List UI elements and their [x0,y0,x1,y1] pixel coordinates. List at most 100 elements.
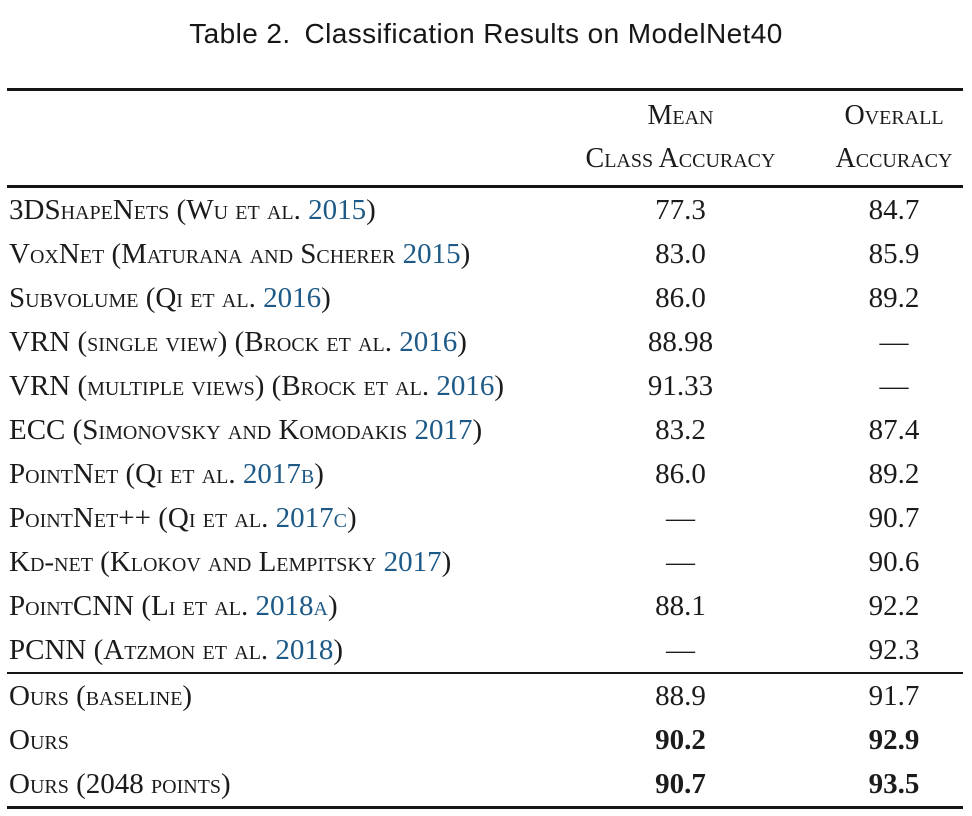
method-cell: PCNN (Atzmon et al. 2018) [7,628,536,673]
overall-accuracy-cell: 90.6 [868,545,920,578]
method-cell: VRN (multiple views) (Brock et al. 2016) [7,364,536,408]
mean-class-accuracy-cell: 88.1 [655,589,706,622]
method-name-suffix: ) [327,589,338,622]
citation-year-link[interactable]: 2018 [275,633,334,666]
overall-accuracy-cell: — [879,369,909,402]
method-name: Ours [9,723,69,756]
method-cell: PointCNN (Li et al. 2018a) [7,584,536,628]
col-header-method-empty [7,89,536,188]
paper-table-figure: Table 2. Classification Results on ModelN… [0,16,972,816]
table-row: Ours (2048 points) 90.7 93.5 [7,762,963,808]
method-name-suffix: ) [366,193,376,226]
table-row: VoxNet (Maturana and Scherer 2015) 83.0 … [7,232,963,276]
table-row: Subvolume (Qi et al. 2016) 86.0 89.2 [7,276,963,320]
method-cell: 3DShapeNets (Wu et al. 2015) [7,187,536,233]
method-name-suffix: ) [472,413,483,446]
table-row: PointNet++ (Qi et al. 2017c) — 90.7 [7,496,963,540]
method-name: PCNN (Atzmon et al. [9,633,276,666]
method-cell: VoxNet (Maturana and Scherer 2015) [7,232,536,276]
table-row: Ours 90.2 92.9 [7,718,963,762]
overall-accuracy-cell: 89.2 [868,457,920,490]
method-name: ECC (Simonovsky and Komodakis [9,413,415,446]
citation-year-link[interactable]: 2018a [255,589,328,622]
table-row: Ours (baseline) 88.9 91.7 [7,672,963,718]
table-caption-label: Table 2. [189,18,291,49]
citation-year-link[interactable]: 2017b [242,457,315,490]
table-row: VRN (multiple views) (Brock et al. 2016)… [7,364,963,408]
method-name: Ours (2048 points) [9,767,231,800]
citation-year-link[interactable]: 2016 [436,369,495,402]
table-body: 3DShapeNets (Wu et al. 2015) 77.3 84.7 V… [7,187,963,808]
method-cell: Subvolume (Qi et al. 2016) [7,276,536,320]
overall-accuracy-cell: 93.5 [868,767,920,800]
col-header-overall-accuracy: Overall Accuracy [825,89,963,188]
table-caption: Table 2. Classification Results on ModelN… [0,16,972,52]
table-row: PCNN (Atzmon et al. 2018) — 92.3 [7,628,963,673]
method-cell: PointNet (Qi et al. 2017b) [7,452,536,496]
overall-accuracy-cell: 92.3 [868,633,920,666]
table-row: 3DShapeNets (Wu et al. 2015) 77.3 84.7 [7,187,963,233]
mean-class-accuracy-cell: 83.0 [655,237,706,270]
method-name-suffix: ) [314,457,324,490]
method-cell: VRN (single view) (Brock et al. 2016) [7,320,536,364]
col-header-mean-class-accuracy: Mean Class Accuracy [536,89,825,188]
table-caption-text: Classification Results on ModelNet40 [304,18,783,49]
overall-accuracy-cell: 92.2 [868,589,920,622]
mean-class-accuracy-cell: 83.2 [655,413,706,446]
method-name-suffix: ) [346,501,357,534]
overall-accuracy-cell: 87.4 [868,413,920,446]
overall-accuracy-cell: 84.7 [868,193,920,226]
header-overall-line1: Overall [844,100,944,131]
citation-year-link[interactable]: 2015 [308,193,367,226]
mean-class-accuracy-cell: 90.2 [655,723,706,756]
method-name: PointCNN (Li et al. [9,589,256,622]
citation-year-link[interactable]: 2016 [399,325,458,358]
method-name: Kd-net (Klokov and Lempitsky [9,545,384,578]
method-cell: Kd-net (Klokov and Lempitsky 2017) [7,540,536,584]
overall-accuracy-cell: 92.9 [868,723,920,756]
method-name-suffix: ) [494,369,504,402]
header-row: Mean Class Accuracy Overall Accuracy [7,89,963,188]
method-name: VRN (single view) (Brock et al. [9,325,400,358]
overall-accuracy-cell: 90.7 [868,501,920,534]
citation-year-link[interactable]: 2017 [414,413,473,446]
table-row: ECC (Simonovsky and Komodakis 2017) 83.2… [7,408,963,452]
citation-year-link[interactable]: 2017c [275,501,347,534]
citation-year-link[interactable]: 2015 [402,237,461,270]
citation-year-link[interactable]: 2016 [263,281,322,314]
header-overall-line2: Accuracy [835,143,953,174]
table-header: Mean Class Accuracy Overall Accuracy [7,89,963,188]
method-name-suffix: ) [321,281,331,314]
mean-class-accuracy-cell: 91.33 [647,369,714,402]
table-row: Kd-net (Klokov and Lempitsky 2017) — 90.… [7,540,963,584]
method-name: Subvolume (Qi et al. [9,281,264,314]
mean-class-accuracy-cell: 86.0 [655,281,706,314]
mean-class-accuracy-cell: 88.98 [647,325,714,358]
mean-class-accuracy-cell: — [666,501,695,534]
header-mean-line2: Class Accuracy [585,143,776,174]
method-name: VRN (multiple views) (Brock et al. [9,369,437,402]
method-cell: Ours (baseline) [7,672,536,718]
overall-accuracy-cell: 91.7 [825,672,963,718]
table-row: PointCNN (Li et al. 2018a) 88.1 92.2 [7,584,963,628]
mean-class-accuracy-cell: 86.0 [655,457,706,490]
citation-year-link[interactable]: 2017 [383,545,442,578]
method-name: Ours (baseline) [9,679,193,712]
method-name-suffix: ) [457,325,467,358]
method-name-suffix: ) [460,237,471,270]
method-name: VoxNet (Maturana and Scherer [9,237,403,270]
method-name: PointNet++ (Qi et al. [9,501,276,534]
method-name: 3DShapeNets (Wu et al. [9,193,309,226]
method-cell: Ours (2048 points) [7,762,536,808]
results-table: Mean Class Accuracy Overall Accuracy 3DS… [7,88,963,809]
table-row: PointNet (Qi et al. 2017b) 86.0 89.2 [7,452,963,496]
mean-class-accuracy-cell: 88.9 [536,672,825,718]
overall-accuracy-cell: 85.9 [868,237,920,270]
overall-accuracy-cell: 89.2 [868,281,920,314]
mean-class-accuracy-cell: 90.7 [655,767,706,800]
method-cell: ECC (Simonovsky and Komodakis 2017) [7,408,536,452]
method-cell: PointNet++ (Qi et al. 2017c) [7,496,536,540]
method-name-suffix: ) [333,633,344,666]
method-cell: Ours [7,718,536,762]
overall-accuracy-cell: — [879,325,909,358]
